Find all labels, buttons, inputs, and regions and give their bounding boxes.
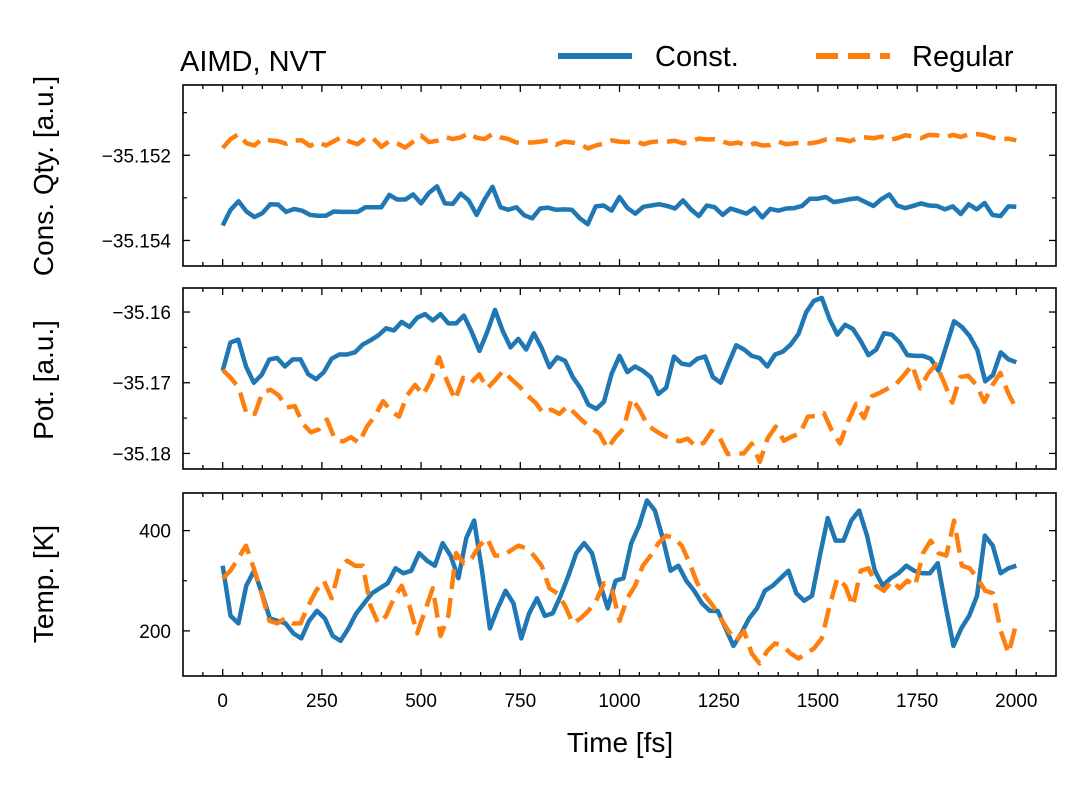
panel-conserved-frame — [182, 84, 1057, 267]
series-line-potential-const — [220, 295, 1018, 412]
ylabel-temperature: Temp. [K] — [28, 525, 59, 643]
legend: Const. Regular — [558, 41, 1014, 73]
y-tick-label: −35.154 — [102, 231, 172, 252]
series-line-temperature-regular — [221, 518, 1019, 666]
series-line-conserved-const — [220, 184, 1017, 227]
x-tick-label: 750 — [504, 691, 536, 712]
x-tick-label: 2000 — [995, 691, 1037, 712]
ticks-layer: −35.152 −35.154 −35.16 −35.17 −35.18 200 400 0 2… — [102, 85, 1056, 712]
x-tick-label: 1750 — [896, 691, 938, 712]
x-tick-label: 1500 — [797, 691, 839, 712]
ylabel-potential: Pot. [a.u.] — [28, 320, 59, 440]
x-tick-label: 1250 — [698, 691, 740, 712]
y-tick-label: 400 — [139, 522, 171, 543]
ylabel-conserved: Cons. Qty. [a.u.] — [28, 76, 59, 276]
y-tick-label: 200 — [139, 622, 171, 643]
y-tick-label: −35.152 — [102, 146, 171, 167]
chart-title: AIMD, NVT — [180, 46, 327, 78]
series-line-temperature-const — [220, 498, 1018, 649]
legend-const-label: Const. — [655, 41, 739, 73]
y-tick-label: −35.18 — [112, 444, 171, 465]
x-tick-label: 0 — [217, 691, 228, 712]
x-tick-label: 250 — [306, 691, 338, 712]
x-tick-label: 1000 — [598, 691, 640, 712]
series-line-conserved-regular — [220, 130, 1017, 151]
y-tick-label: −35.16 — [112, 303, 171, 324]
xlabel: Time [fs] — [567, 727, 673, 758]
series-layer — [220, 130, 1019, 666]
series-line-potential-regular — [221, 355, 1019, 465]
x-tick-label: 500 — [405, 691, 437, 712]
panel-temperature-frame — [182, 492, 1057, 677]
y-tick-label: −35.17 — [112, 374, 171, 395]
legend-regular-label: Regular — [912, 41, 1014, 73]
